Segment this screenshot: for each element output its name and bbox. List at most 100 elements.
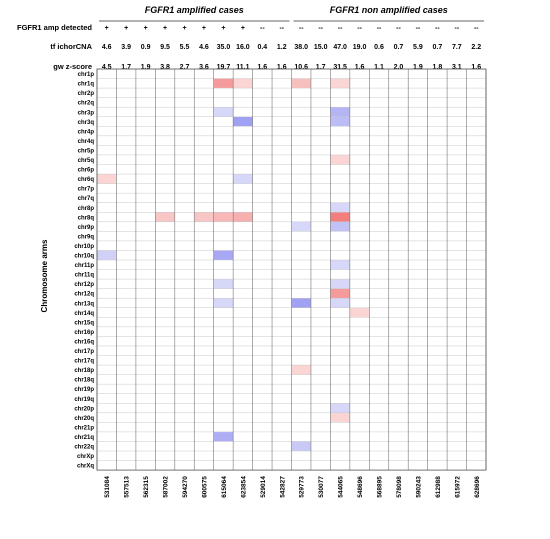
header-value: 3.9 <box>121 44 131 51</box>
header-value: -- <box>260 25 265 32</box>
heatmap-border <box>96 68 487 471</box>
heatmap-cell <box>330 202 350 213</box>
header-value: + <box>182 25 186 32</box>
header-value: 3.1 <box>452 64 462 71</box>
header-value: 15.0 <box>314 44 328 51</box>
header-value: -- <box>318 25 323 32</box>
arm-label: chr12p <box>74 282 94 288</box>
header-value: 0.7 <box>433 44 443 51</box>
heatmap-cell <box>330 260 350 270</box>
arm-label: chr11p <box>75 263 95 269</box>
arm-label: chr9q <box>78 234 95 240</box>
header-value: -- <box>416 25 421 32</box>
heatmap-cell <box>213 78 234 89</box>
header-value: + <box>221 25 225 32</box>
heatmap-cell <box>233 174 253 184</box>
arm-label: chr6q <box>78 177 95 183</box>
header-value: 2.0 <box>394 64 404 71</box>
header-value: 1.7 <box>316 64 326 71</box>
arm-label: chr12q <box>74 292 94 298</box>
header-value: 19.0 <box>353 44 367 51</box>
header-value: 0.9 <box>141 44 151 51</box>
header-value: -- <box>338 25 343 32</box>
arm-label: chr7q <box>78 196 95 202</box>
arm-label: chr18q <box>74 378 94 384</box>
heatmap-cell <box>330 212 350 222</box>
sample-label: 529014 <box>260 476 267 498</box>
arm-label: chr18p <box>74 368 94 374</box>
header-value: -- <box>357 25 362 32</box>
header-value: 4.6 <box>102 44 112 51</box>
sample-label: 600575 <box>201 476 208 498</box>
group-title-2: FGFR1 non amplified cases <box>330 5 448 15</box>
header-value: + <box>241 25 245 32</box>
arm-label: chr16q <box>74 339 94 345</box>
heatmap-cell <box>233 78 253 89</box>
header-value: 11.1 <box>236 64 249 71</box>
header-value: + <box>105 25 109 32</box>
arm-label: chr21p <box>74 425 94 431</box>
header-value: 5.5 <box>180 44 190 51</box>
header-value: 4.5 <box>102 64 112 71</box>
sample-label: 578098 <box>396 476 403 498</box>
arm-labels: chr1p chr1q chr2p chr2q chr3p chr3q chr4p chr4q… <box>74 72 94 470</box>
header-value: 38.0 <box>294 44 308 51</box>
header-value: 0.7 <box>394 44 404 51</box>
heatmap-cell <box>233 116 253 127</box>
header-value: + <box>163 25 167 32</box>
header-value: 16.0 <box>236 44 250 51</box>
header-value: -- <box>279 25 284 32</box>
sample-label: 548696 <box>357 476 364 498</box>
arm-label: chr2p <box>78 91 95 97</box>
heatmap-cell <box>330 288 350 299</box>
arm-label: chr4q <box>78 139 95 145</box>
sample-label: 557513 <box>124 476 131 498</box>
header-value: -- <box>299 25 304 32</box>
header-value: 10.6 <box>294 64 308 71</box>
heatmap-cell <box>213 279 234 289</box>
header-value: 2.7 <box>180 64 190 71</box>
arm-label: chr1q <box>78 82 95 88</box>
header-row-label-3: gw z-score <box>53 62 92 71</box>
header-row-label-2: tf ichorCNA <box>50 42 92 51</box>
header-value: -- <box>474 25 479 32</box>
header-value: + <box>124 25 128 32</box>
header-value: 3.8 <box>160 64 170 71</box>
heatmap-cell <box>213 250 234 260</box>
header-value: 1.7 <box>121 64 131 71</box>
heatmap-cell <box>330 78 350 89</box>
heatmap-cell <box>291 78 311 89</box>
group-headers: FGFR1 amplified cases FGFR1 non amplified… <box>99 5 484 22</box>
header-value: -- <box>435 25 440 32</box>
y-axis-label: Chromosome arms <box>40 239 49 312</box>
sample-header-rows: FGFR1 amp detected + + + + + + + + -- -- -- -- -- -- --… <box>17 23 481 71</box>
header-value: 9.5 <box>160 44 170 51</box>
sample-label: 612988 <box>435 476 442 498</box>
arm-label: chr1p <box>78 72 95 78</box>
heatmap-cell <box>349 307 370 318</box>
heatmap-cells <box>97 78 370 451</box>
heatmap-cell <box>330 107 350 117</box>
arm-label: chr8q <box>78 215 95 221</box>
heatmap-cell <box>330 403 350 413</box>
sample-label: 531084 <box>104 476 111 498</box>
arm-label: chr13q <box>74 301 94 307</box>
header-value: 4.6 <box>199 44 209 51</box>
sample-label: 587002 <box>163 476 170 498</box>
header-value: -- <box>396 25 401 32</box>
heatmap-cell <box>291 365 311 375</box>
header-value: 1.9 <box>413 64 423 71</box>
arm-label: chr14q <box>74 311 94 317</box>
header-value: 3.6 <box>199 64 209 71</box>
heatmap-cell <box>155 212 175 222</box>
header-value: 1.2 <box>277 44 287 51</box>
header-value: 0.6 <box>374 44 384 51</box>
header-value: 5.9 <box>413 44 423 51</box>
header-value: 1.1 <box>374 64 384 71</box>
group-title-1: FGFR1 amplified cases <box>145 5 244 15</box>
heatmap-grid <box>96 68 487 471</box>
header-value: 19.7 <box>217 64 231 71</box>
header-value: 31.5 <box>333 64 347 71</box>
heatmap-cell <box>213 107 234 117</box>
